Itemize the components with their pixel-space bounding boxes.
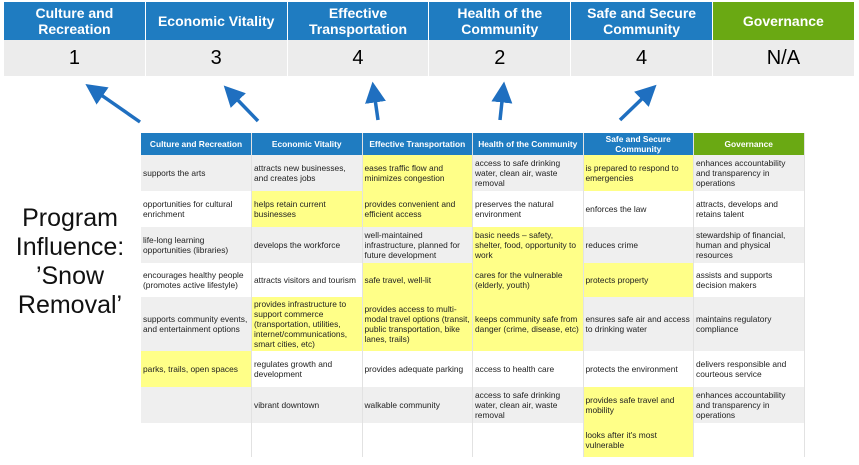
table-cell: access to safe drinking water, clean air… bbox=[472, 155, 584, 191]
summary-score: 4 bbox=[571, 40, 713, 76]
table-cell: protects the environment bbox=[583, 351, 694, 387]
table-cell bbox=[693, 423, 805, 457]
table-cell: enhances accountability and transparency… bbox=[693, 155, 805, 191]
table-cell: parks, trails, open spaces bbox=[141, 351, 252, 387]
summary-score: 3 bbox=[145, 40, 288, 76]
arrow-icon bbox=[223, 85, 260, 123]
summary-header: Effective Transportation bbox=[287, 2, 430, 40]
table-row: life-long learning opportunities (librar… bbox=[141, 227, 805, 263]
influence-arrows bbox=[85, 81, 657, 124]
table-cell: eases traffic flow and minimizes congest… bbox=[362, 155, 473, 191]
table-cell: life-long learning opportunities (librar… bbox=[141, 227, 252, 263]
summary-header: Safe and Secure Community bbox=[571, 2, 713, 40]
table-cell: provides infrastructure to support comme… bbox=[251, 297, 363, 351]
table-cell: cares for the vulnerable (elderly, youth… bbox=[472, 263, 584, 297]
table-row: looks after it's most vulnerable bbox=[141, 423, 805, 457]
table-cell bbox=[251, 423, 363, 457]
table-cell: supports community events, and entertain… bbox=[141, 297, 252, 351]
table-cell: protects property bbox=[583, 263, 694, 297]
table-cell: maintains regulatory compliance bbox=[693, 297, 805, 351]
influence-table: Culture and Recreation Economic Vitality E… bbox=[141, 133, 805, 457]
table-header: Culture and Recreation bbox=[141, 133, 252, 155]
table-row: encourages healthy people (promotes acti… bbox=[141, 263, 805, 297]
table-cell: regulates growth and development bbox=[251, 351, 363, 387]
table-cell: enhances accountability and transparency… bbox=[693, 387, 805, 423]
table-cell: walkable community bbox=[362, 387, 473, 423]
table-cell: supports the arts bbox=[141, 155, 252, 191]
table-cell: basic needs – safety, shelter, food, opp… bbox=[472, 227, 584, 263]
table-cell: ensures safe air and access to drinking … bbox=[583, 297, 694, 351]
summary-scores: Culture and Recreation Economic Vitality E… bbox=[4, 2, 855, 76]
label-line: ’Snow bbox=[35, 262, 105, 290]
table-row: parks, trails, open spaces regulates grow… bbox=[141, 351, 805, 387]
label-line: Influence: bbox=[15, 233, 125, 261]
table-cell bbox=[141, 423, 252, 457]
arrow-icon bbox=[618, 84, 657, 122]
program-influence-label: Program Influence: ’Snow Removal’ bbox=[6, 204, 134, 320]
table-row: opportunities for cultural enrichment hel… bbox=[141, 191, 805, 227]
table-cell bbox=[362, 423, 473, 457]
table-cell: preserves the natural environment bbox=[472, 191, 584, 227]
table-row: supports the arts attracts new businesses… bbox=[141, 155, 805, 191]
table-cell: provides access to multi-modal travel op… bbox=[362, 297, 473, 351]
table-cell: assists and supports decision makers bbox=[693, 263, 805, 297]
label-line: Removal’ bbox=[17, 291, 123, 319]
table-cell: looks after it's most vulnerable bbox=[583, 423, 694, 457]
summary-score: N/A bbox=[712, 40, 855, 76]
summary-header: Governance bbox=[712, 2, 855, 40]
table-header: Safe and Secure Community bbox=[583, 133, 694, 155]
table-cell: well-maintained infrastructure, planned … bbox=[362, 227, 473, 263]
table-header: Effective Transportation bbox=[362, 133, 473, 155]
table-cell: vibrant downtown bbox=[251, 387, 363, 423]
label-line: Program bbox=[22, 204, 118, 232]
table-cell: attracts, develops and retains talent bbox=[693, 191, 805, 227]
arrow-icon bbox=[491, 81, 513, 121]
table-cell: enforces the law bbox=[583, 191, 694, 227]
table-cell: provides safe travel and mobility bbox=[583, 387, 694, 423]
table-cell: access to safe drinking water, clean air… bbox=[472, 387, 584, 423]
table-cell bbox=[141, 387, 252, 423]
table-cell: access to health care bbox=[472, 351, 584, 387]
table-header: Economic Vitality bbox=[251, 133, 363, 155]
table-cell: safe travel, well-lit bbox=[362, 263, 473, 297]
summary-header: Culture and Recreation bbox=[4, 2, 146, 40]
summary-score: 4 bbox=[287, 40, 430, 76]
table-cell: reduces crime bbox=[583, 227, 694, 263]
table-cell: provides convenient and efficient access bbox=[362, 191, 473, 227]
table-cell: encourages healthy people (promotes acti… bbox=[141, 263, 252, 297]
table-cell: develops the workforce bbox=[251, 227, 363, 263]
table-row: supports community events, and entertain… bbox=[141, 297, 805, 351]
table-cell: is prepared to respond to emergencies bbox=[583, 155, 694, 191]
summary-header: Health of the Community bbox=[429, 2, 572, 40]
table-cell: opportunities for cultural enrichment bbox=[141, 191, 252, 227]
arrow-icon bbox=[85, 84, 141, 124]
summary-header: Economic Vitality bbox=[145, 2, 288, 40]
table-cell: provides adequate parking bbox=[362, 351, 473, 387]
table-cell: attracts visitors and tourism bbox=[251, 263, 363, 297]
table-header: Health of the Community bbox=[472, 133, 584, 155]
summary-score: 2 bbox=[429, 40, 572, 76]
table-cell: attracts new businesses, and creates job… bbox=[251, 155, 363, 191]
arrow-icon bbox=[365, 81, 386, 121]
table-cell: helps retain current businesses bbox=[251, 191, 363, 227]
table-cell: keeps community safe from danger (crime,… bbox=[472, 297, 584, 351]
table-cell: stewardship of financial, human and phys… bbox=[693, 227, 805, 263]
table-header: Governance bbox=[693, 133, 805, 155]
table-row: vibrant downtown walkable community access… bbox=[141, 387, 805, 423]
table-cell: delivers responsible and courteous servi… bbox=[693, 351, 805, 387]
summary-score: 1 bbox=[4, 40, 146, 76]
table-cell bbox=[472, 423, 584, 457]
